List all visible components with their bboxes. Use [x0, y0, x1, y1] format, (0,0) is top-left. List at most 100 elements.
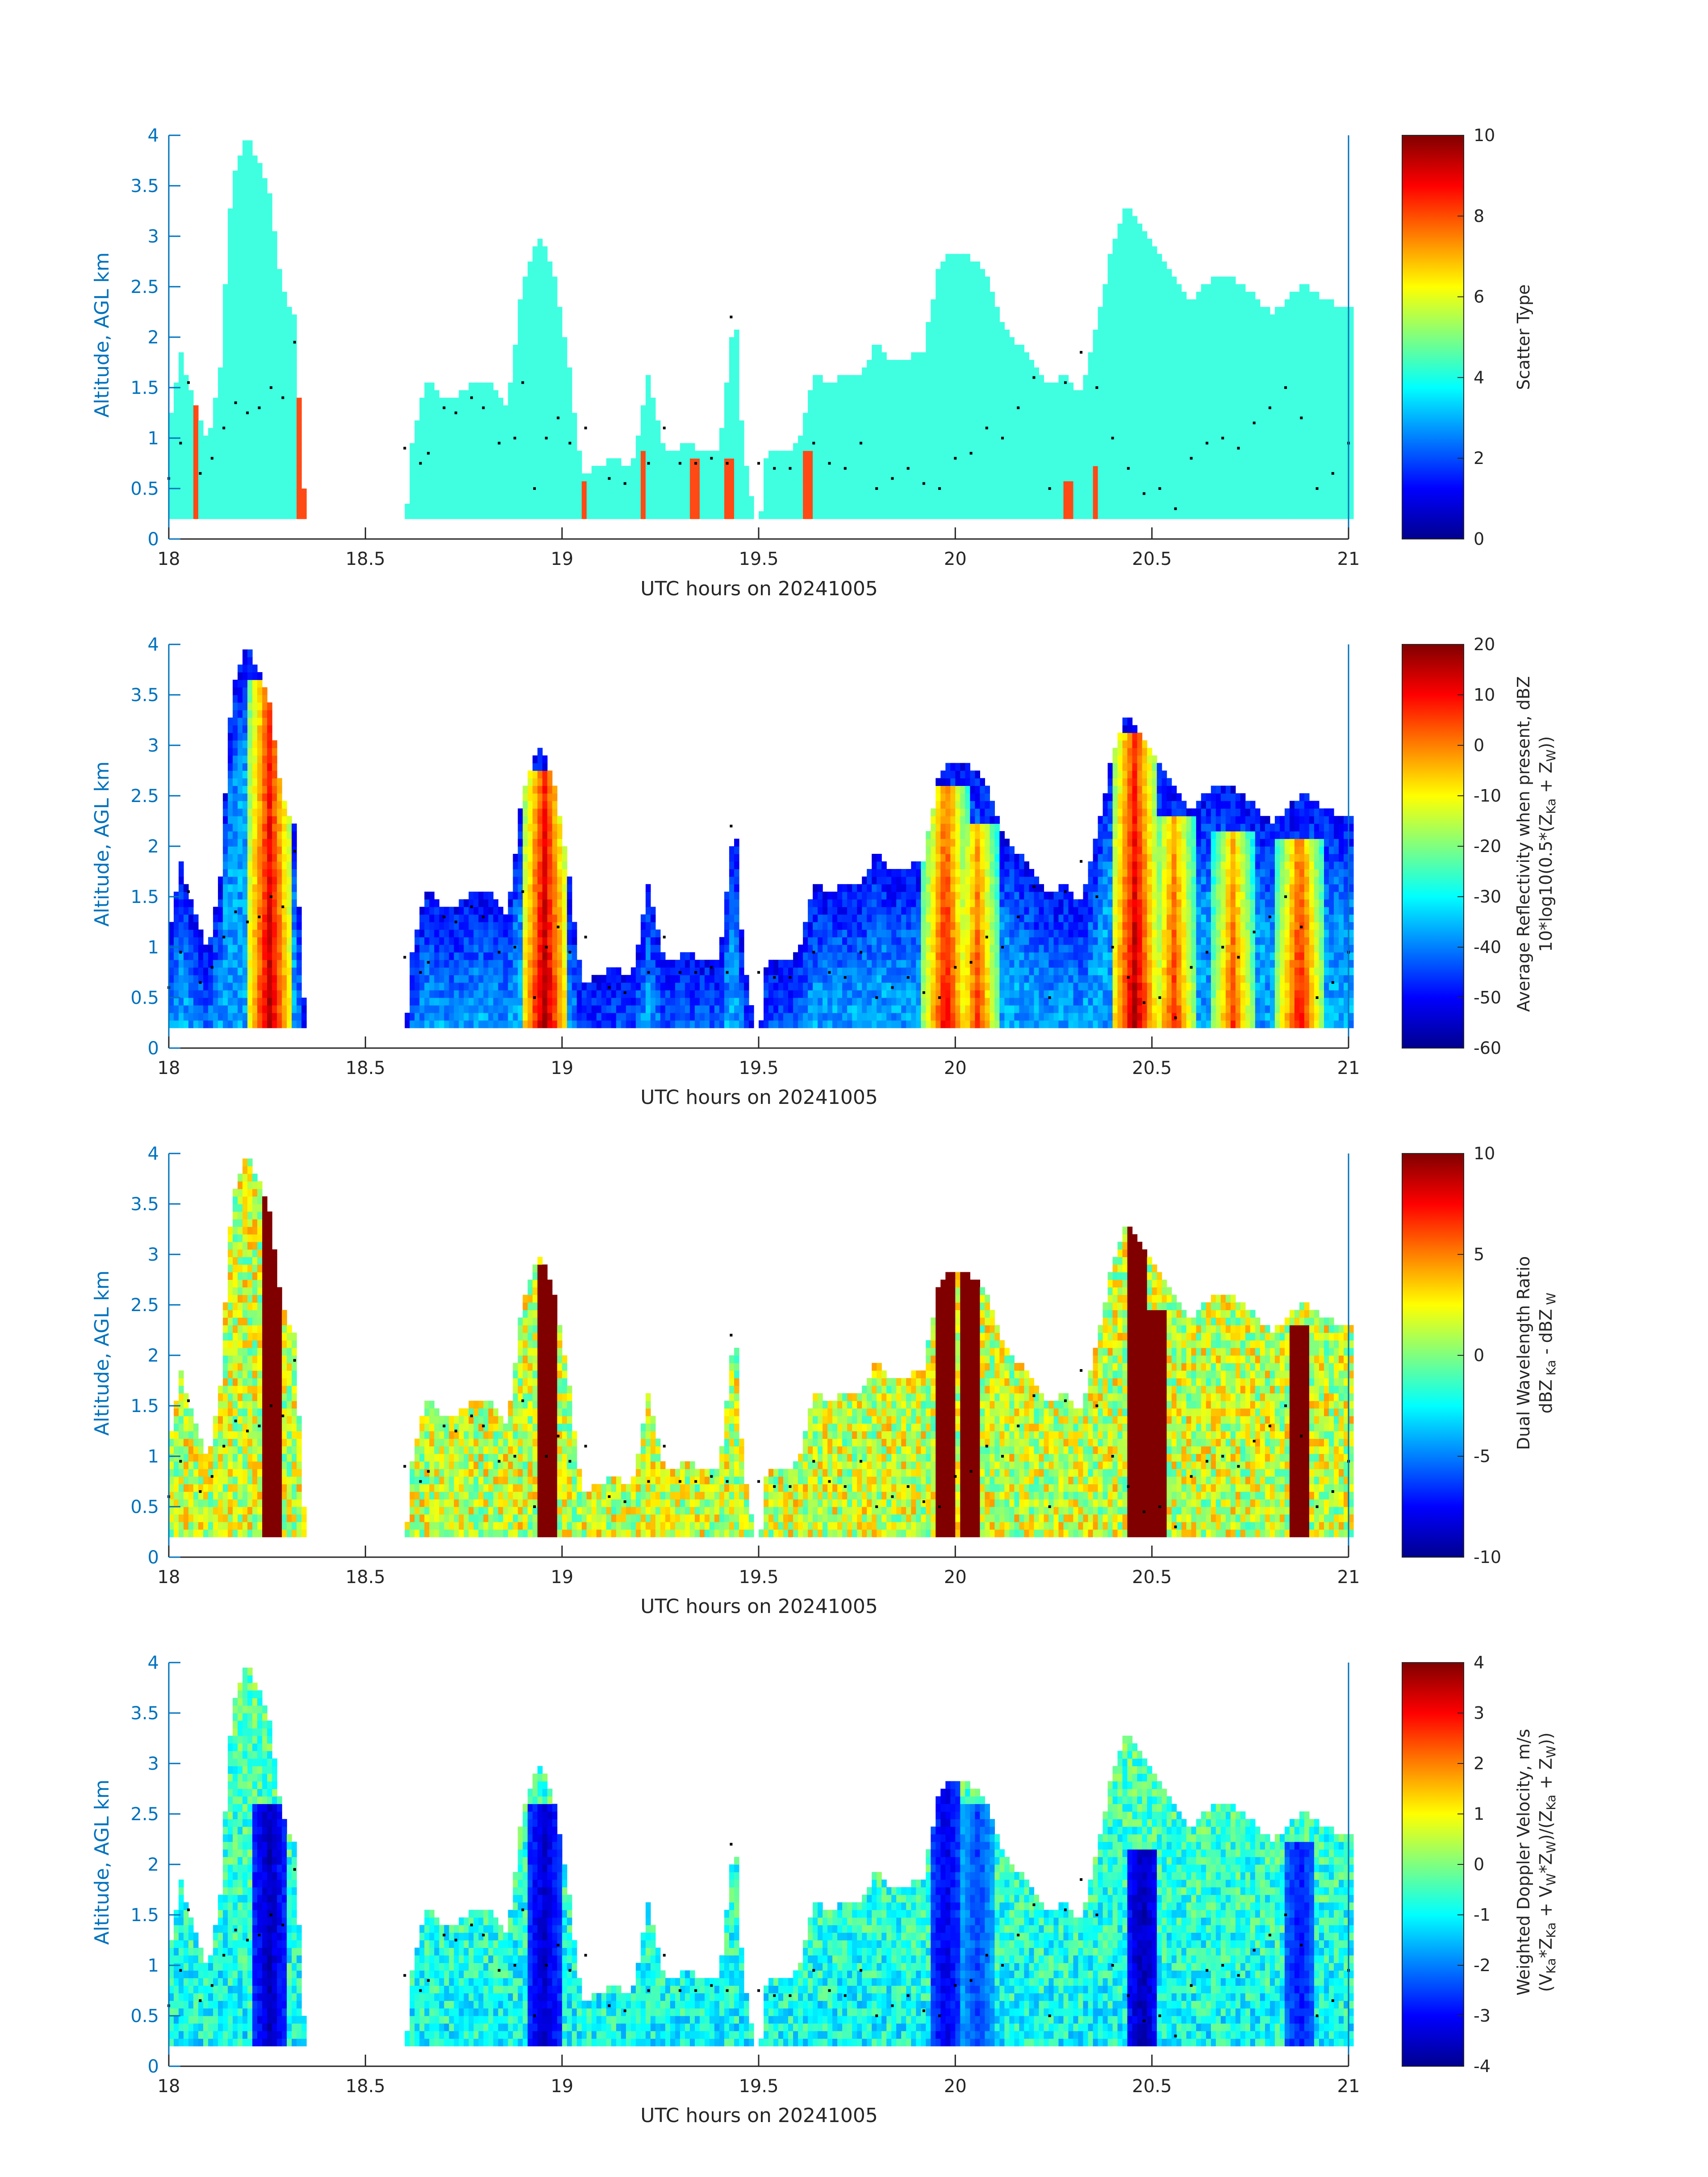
- heatmap-cell: [940, 405, 946, 414]
- heatmap-cell: [169, 496, 174, 504]
- heatmap-cell: [247, 140, 253, 148]
- heatmap-cell: [218, 435, 223, 443]
- heatmap-cell: [710, 504, 715, 512]
- heatmap-cell: [552, 435, 558, 443]
- heatmap-cell: [931, 299, 936, 307]
- heatmap-cell: [872, 360, 877, 368]
- heatmap-cell: [489, 398, 494, 406]
- heatmap-cell: [577, 511, 582, 519]
- heatmap-cell: [203, 458, 209, 466]
- heatmap-cell: [292, 368, 297, 376]
- heatmap-cell: [660, 504, 666, 512]
- heatmap-cell: [233, 269, 238, 277]
- heatmap-cell: [247, 193, 253, 201]
- heatmap-cell: [577, 451, 582, 459]
- heatmap-cell: [287, 375, 292, 383]
- heatmap-cell: [818, 451, 823, 459]
- heatmap-cell: [616, 473, 622, 481]
- heatmap-cell: [572, 458, 577, 466]
- heatmap-cell: [489, 443, 494, 451]
- heatmap-cell: [262, 314, 267, 322]
- heatmap-cell: [538, 284, 543, 292]
- heatmap-cell: [675, 511, 681, 519]
- heatmap-cell: [484, 443, 489, 451]
- heatmap-cell: [729, 368, 735, 376]
- heatmap-cell: [518, 443, 523, 451]
- heatmap-cell: [567, 481, 572, 489]
- heatmap-cell: [621, 496, 626, 504]
- heatmap-cell: [862, 511, 867, 519]
- heatmap-cell: [710, 496, 715, 504]
- heatmap-cell: [424, 504, 430, 512]
- heatmap-cell: [434, 428, 439, 436]
- heatmap-cell: [935, 314, 941, 322]
- heatmap-cell: [646, 375, 651, 383]
- heatmap-cell: [562, 337, 568, 345]
- heatmap-cell: [538, 322, 543, 330]
- heatmap-cell: [940, 269, 946, 277]
- heatmap-cell: [881, 383, 887, 391]
- heatmap-cell: [198, 435, 204, 443]
- heatmap-cell: [238, 428, 243, 436]
- heatmap-cell: [233, 345, 238, 353]
- heatmap-cell: [188, 428, 194, 436]
- heatmap-cell: [877, 368, 882, 376]
- heatmap-cell: [439, 443, 445, 451]
- heatmap-cell: [764, 466, 769, 474]
- heatmap-cell: [233, 504, 238, 512]
- heatmap-cell: [911, 413, 916, 421]
- heatmap-cell: [247, 224, 253, 232]
- heatmap-cell: [803, 428, 808, 436]
- heatmap-cell: [832, 421, 838, 429]
- heatmap-cell: [557, 428, 563, 436]
- heatmap-cell: [562, 496, 568, 504]
- heatmap-cell: [228, 451, 233, 459]
- heatmap-cell: [891, 496, 897, 504]
- heatmap-cell: [296, 489, 302, 497]
- heatmap-cell: [827, 405, 833, 414]
- heatmap-cell: [808, 466, 813, 474]
- heatmap-cell: [881, 428, 887, 436]
- heatmap-cell: [469, 458, 474, 466]
- heatmap-cell: [228, 352, 233, 360]
- heatmap-cell: [429, 405, 434, 414]
- heatmap-cell: [906, 481, 911, 489]
- heatmap-cell: [734, 337, 739, 345]
- heatmap-cell: [257, 178, 263, 186]
- heatmap-cell: [242, 511, 248, 519]
- heatmap-cell: [479, 511, 484, 519]
- heatmap-cell: [837, 489, 843, 497]
- heatmap-cell: [931, 496, 936, 504]
- heatmap-cell: [503, 443, 509, 451]
- heatmap-cell: [174, 511, 179, 519]
- heatmap-cell: [867, 390, 872, 398]
- heatmap-cell: [621, 473, 626, 481]
- heatmap-cell: [597, 481, 602, 489]
- heatmap-cell: [729, 458, 735, 466]
- heatmap-cell: [272, 231, 277, 239]
- heatmap-cell: [798, 496, 803, 504]
- heatmap-cell: [454, 435, 459, 443]
- heatmap-cell: [242, 383, 248, 391]
- heatmap-cell: [238, 352, 243, 360]
- heatmap-cell: [911, 489, 916, 497]
- heatmap-cell: [651, 504, 656, 512]
- heatmap-cell: [247, 269, 253, 277]
- heatmap-cell: [827, 489, 833, 497]
- heatmap-cell: [783, 489, 789, 497]
- heatmap-cell: [656, 428, 661, 436]
- heatmap-cell: [179, 405, 184, 414]
- heatmap-cell: [198, 504, 204, 512]
- heatmap-cell: [852, 428, 857, 436]
- heatmap-cell: [479, 443, 484, 451]
- heatmap-cell: [857, 473, 862, 481]
- heatmap-cell: [641, 504, 646, 512]
- heatmap-cell: [582, 481, 587, 489]
- heatmap-cell: [803, 511, 808, 519]
- heatmap-cell: [621, 504, 626, 512]
- heatmap-cell: [188, 413, 194, 421]
- heatmap-cell: [238, 178, 243, 186]
- heatmap-cell: [287, 398, 292, 406]
- heatmap-cell: [616, 504, 622, 512]
- heatmap-cell: [523, 299, 528, 307]
